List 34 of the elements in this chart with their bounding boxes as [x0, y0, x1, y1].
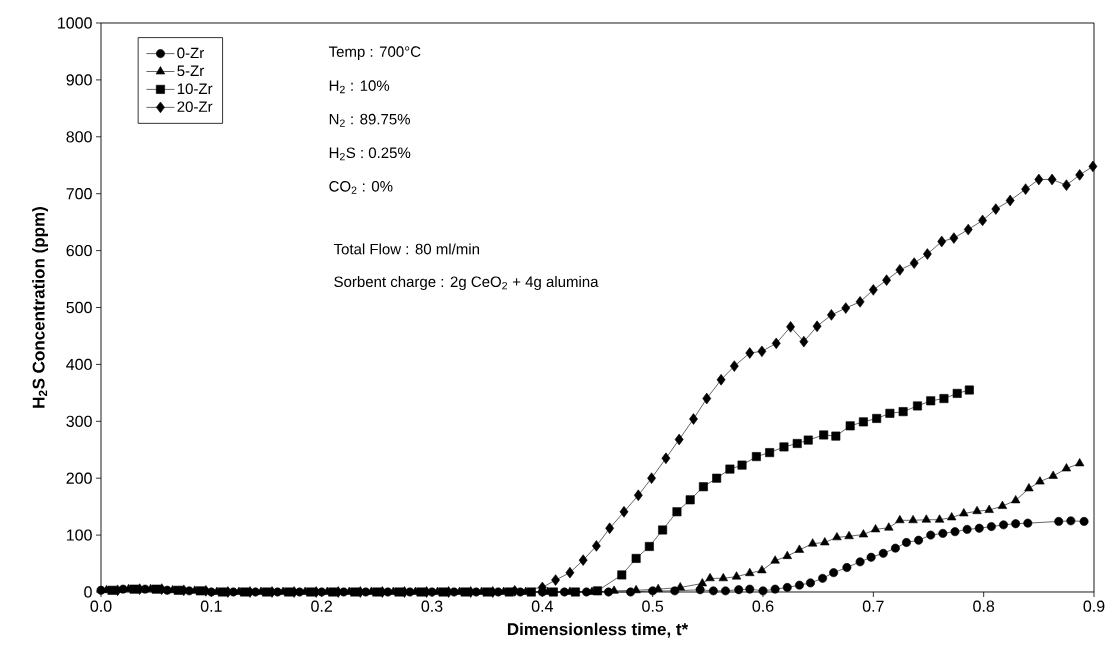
- y-tick-label: 800: [66, 131, 92, 143]
- x-tick-label: 0.8: [973, 600, 995, 612]
- y-tick-label: 600: [66, 244, 92, 257]
- y-tick-label: 900: [66, 74, 92, 86]
- y-tick-label: 0: [84, 586, 92, 598]
- annotation: N$_{2}$ : 89.75%: [329, 113, 410, 127]
- x-tick-label: 0.2: [311, 600, 332, 612]
- y-tick-label: 400: [66, 358, 92, 371]
- y-tick-label: 500: [66, 301, 92, 314]
- x-tick-label: 0.4: [531, 600, 553, 612]
- y-tick-label: 300: [66, 415, 92, 427]
- annotation: CO$_{2}$ : 0%: [329, 181, 393, 194]
- y-tick-label: 1000: [58, 17, 92, 29]
- annotation: Temp : 700°C: [328, 46, 421, 60]
- x-tick-label: 0.0: [90, 600, 112, 612]
- y-axis-title: H$_{2}$S Concentration (ppm): [32, 207, 49, 408]
- x-tick-label: 0.3: [421, 600, 443, 612]
- legend-label: 10-Zr: [177, 83, 213, 95]
- annotation: Total Flow : 80 ml/min: [333, 243, 480, 255]
- x-tick-label: 0.7: [862, 600, 884, 612]
- legend-label: 0-Zr: [177, 47, 204, 59]
- y-tick-label: 100: [67, 529, 92, 541]
- x-tick-label: 0.6: [752, 600, 774, 612]
- annotation: Sorbent charge : 2g CeO$_{2}$ + 4g alumina: [334, 276, 599, 291]
- legend-label: 5-Zr: [177, 65, 204, 77]
- annotation: H$_{2}$ : 10%: [329, 80, 390, 94]
- x-tick-label: 0.9: [1083, 600, 1105, 612]
- x-axis-title: Dimensionless time, t*: [507, 622, 689, 638]
- legend-label: 20-Zr: [177, 101, 213, 112]
- annotation: H$_{2}$S : 0.25%: [329, 147, 411, 161]
- y-tick-label: 200: [66, 472, 92, 484]
- y-tick-label: 700: [66, 188, 92, 200]
- x-tick-label: 0.5: [642, 600, 664, 612]
- x-tick-label: 0.1: [200, 600, 222, 612]
